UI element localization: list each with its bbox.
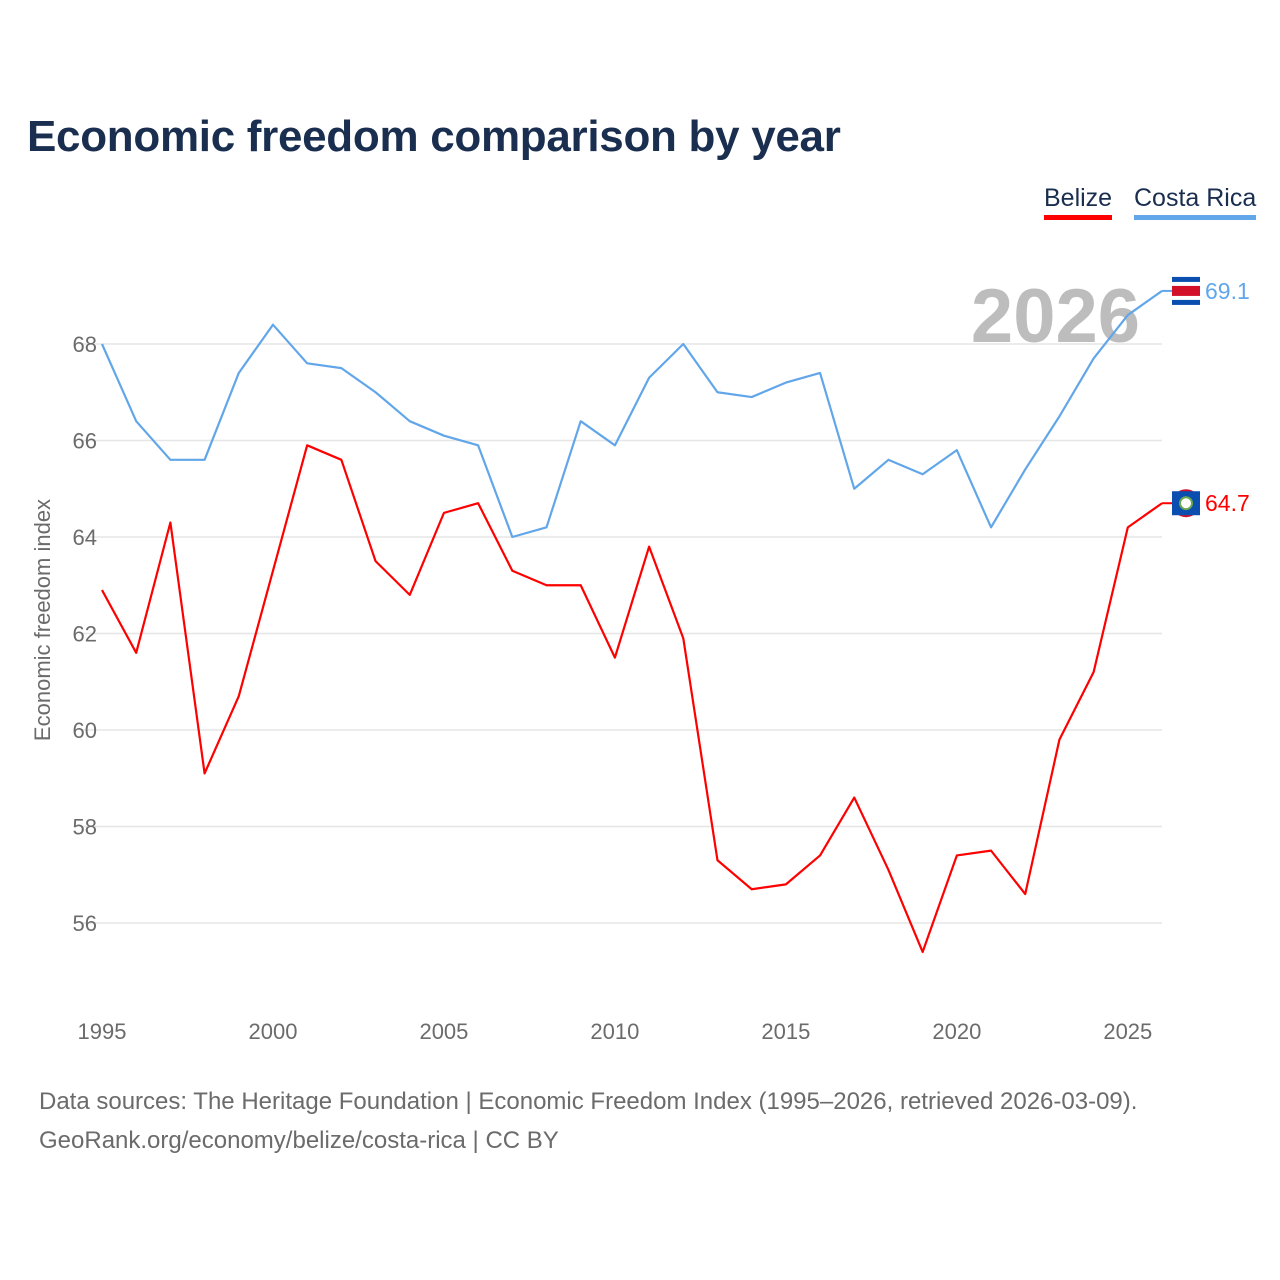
series-line-costa-rica bbox=[100, 290, 1163, 539]
legend-item-costa-rica[interactable]: Costa Rica bbox=[1134, 184, 1257, 220]
x-tick-label: 2020 bbox=[932, 1019, 981, 1044]
costa-rica-flag-icon bbox=[1172, 276, 1200, 305]
x-tick-label: 2025 bbox=[1103, 1019, 1152, 1044]
x-tick-label: 2015 bbox=[761, 1019, 810, 1044]
y-tick-label: 62 bbox=[73, 622, 97, 647]
series-line-belize bbox=[101, 444, 1163, 954]
x-tick-label: 2005 bbox=[419, 1019, 468, 1044]
legend-item-belize[interactable]: Belize bbox=[1044, 184, 1113, 220]
end-value-label: 64.7 bbox=[1205, 490, 1250, 516]
y-tick-label: 58 bbox=[73, 815, 97, 840]
flag-stripe bbox=[1172, 299, 1200, 305]
y-tick-label: 60 bbox=[73, 718, 97, 743]
belize-flag-icon bbox=[1172, 489, 1200, 518]
x-tick-label: 2010 bbox=[590, 1019, 639, 1044]
flag-stripe bbox=[1172, 285, 1200, 296]
footer-attribution: GeoRank.org/economy/belize/costa-rica | … bbox=[39, 1127, 559, 1154]
y-tick-label: 66 bbox=[73, 429, 97, 454]
flag-emblem bbox=[1179, 496, 1193, 511]
flag-stripe bbox=[1172, 276, 1200, 282]
y-tick-label: 56 bbox=[73, 911, 97, 936]
y-tick-label: 68 bbox=[73, 332, 97, 357]
x-tick-label: 2000 bbox=[248, 1019, 297, 1044]
x-tick-label: 1995 bbox=[78, 1019, 127, 1044]
year-watermark: 2026 bbox=[971, 274, 1140, 359]
chart-title: Economic freedom comparison by year bbox=[27, 112, 841, 161]
y-tick-label: 64 bbox=[73, 525, 97, 550]
end-value-label: 69.1 bbox=[1205, 278, 1250, 304]
y-axis-label: Economic freedom index bbox=[30, 499, 55, 741]
footer-sources: Data sources: The Heritage Foundation | … bbox=[39, 1088, 1138, 1115]
